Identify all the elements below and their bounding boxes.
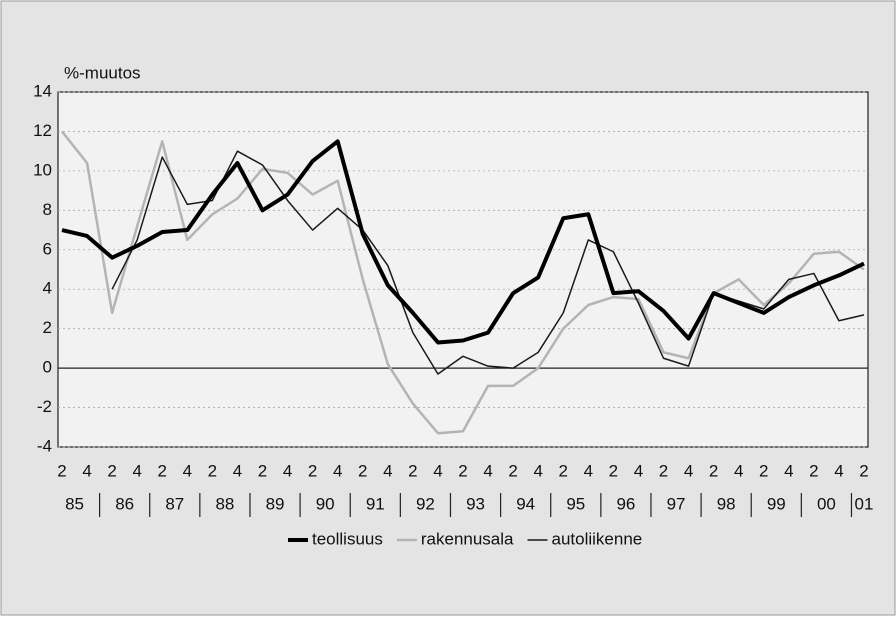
year-label: 99 [767,494,786,513]
y-tick-label: 2 [43,318,52,337]
year-label: 90 [316,494,335,513]
x-tick-label: 2 [408,461,417,480]
y-tick-label: 8 [43,200,52,219]
y-tick-label: -4 [37,436,52,455]
year-label: 87 [165,494,184,513]
legend-label: teollisuus [312,529,383,548]
year-label: 95 [566,494,585,513]
x-tick-label: 2 [859,461,868,480]
x-tick-label: 4 [433,461,442,480]
x-tick-label: 2 [759,461,768,480]
x-tick-label: 2 [358,461,367,480]
y-axis-label: %-muutos [64,63,141,82]
year-label: 92 [416,494,435,513]
x-tick-label: 2 [609,461,618,480]
x-tick-label: 2 [508,461,517,480]
x-tick-label: 2 [308,461,317,480]
year-label: 85 [65,494,84,513]
x-tick-label: 4 [233,461,242,480]
x-tick-label: 4 [183,461,192,480]
year-label: 89 [266,494,285,513]
x-tick-label: 4 [734,461,743,480]
x-tick-label: 4 [634,461,643,480]
series-line [61,130,865,435]
year-label: 91 [366,494,385,513]
x-tick-label: 2 [659,461,668,480]
x-tick-label: 4 [784,461,793,480]
x-tick-label: 2 [208,461,217,480]
x-tick-label: 4 [483,461,492,480]
year-label: 93 [466,494,485,513]
y-tick-label: 6 [43,239,52,258]
year-label: 01 [855,494,874,513]
y-tick-label: -2 [37,397,52,416]
year-label: 86 [115,494,134,513]
x-tick-label: 4 [283,461,292,480]
x-tick-label: 2 [709,461,718,480]
legend-label: autoliikenne [552,529,643,548]
year-label: 88 [215,494,234,513]
plot-area [57,91,869,448]
y-tick-label: 12 [33,121,52,140]
x-tick-label: 2 [809,461,818,480]
y-tick-label: 0 [43,358,52,377]
x-tick-label: 4 [82,461,91,480]
x-tick-label: 2 [458,461,467,480]
series-line [61,139,865,345]
y-tick-label: 10 [33,160,52,179]
x-tick-label: 4 [333,461,342,480]
y-tick-label: 14 [33,81,52,100]
legend-label: rakennusala [421,529,514,548]
year-label: 94 [516,494,535,513]
x-tick-label: 4 [533,461,542,480]
x-tick-label: 4 [684,461,693,480]
x-tick-label: 2 [559,461,568,480]
year-label: 96 [616,494,635,513]
year-label: 97 [667,494,686,513]
year-label: 98 [717,494,736,513]
y-tick-label: 4 [43,279,52,298]
x-tick-label: 4 [834,461,843,480]
x-tick-label: 2 [107,461,116,480]
x-tick-label: 4 [584,461,593,480]
x-tick-label: 4 [132,461,141,480]
x-tick-label: 2 [258,461,267,480]
x-tick-label: 2 [57,461,66,480]
x-tick-label: 2 [158,461,167,480]
year-label: 00 [817,494,836,513]
x-tick-label: 4 [383,461,392,480]
